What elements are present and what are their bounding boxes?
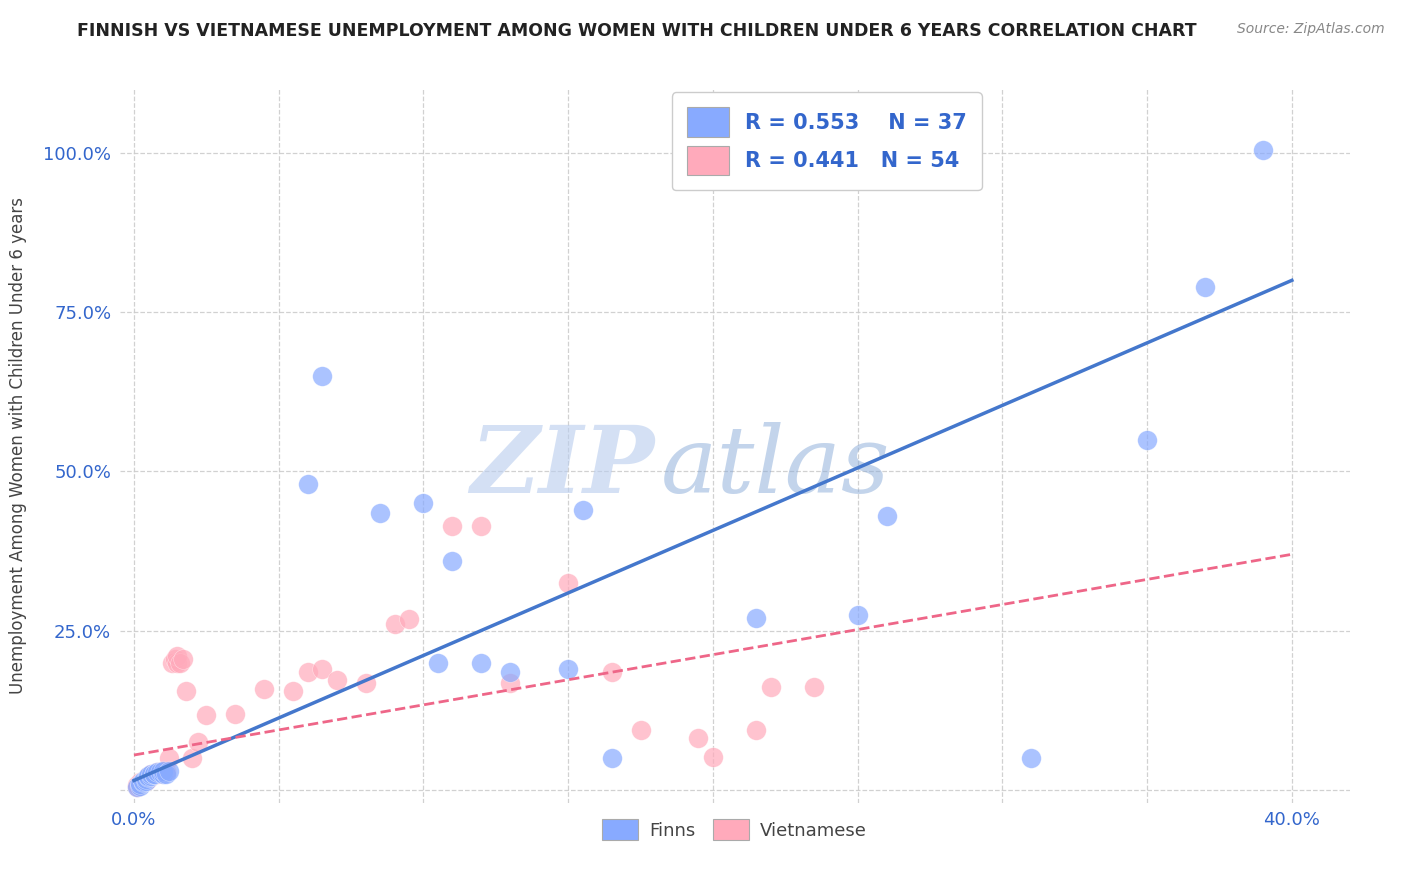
Point (470, 656, 492, 670)
Point (131, 775, 153, 789)
Text: Source: ZipAtlas.com: Source: ZipAtlas.com (1237, 22, 1385, 37)
Point (745, 723, 768, 737)
Point (160, 656, 183, 670)
Point (600, 751, 623, 765)
Point (143, 767, 166, 781)
Point (138, 769, 160, 783)
Point (1021, 751, 1043, 765)
Point (180, 751, 202, 765)
Point (125, 780, 148, 794)
Legend: Finns, Vietnamese: Finns, Vietnamese (595, 812, 875, 847)
Point (152, 764, 174, 778)
Point (1136, 433, 1159, 447)
Point (297, 477, 319, 491)
Point (138, 770, 160, 784)
Point (571, 502, 593, 516)
Point (398, 612, 420, 626)
Point (283, 684, 305, 698)
Point (141, 769, 163, 783)
Point (169, 656, 191, 670)
Point (155, 764, 177, 778)
Point (876, 509, 898, 524)
Point (368, 506, 391, 520)
Point (138, 772, 160, 786)
Point (141, 769, 163, 783)
Point (172, 652, 194, 666)
Point (557, 576, 579, 591)
Point (1251, 143, 1274, 157)
Point (152, 764, 174, 778)
Text: atlas: atlas (661, 423, 890, 512)
Point (128, 779, 150, 793)
Point (135, 773, 157, 788)
Point (143, 767, 166, 781)
Point (143, 767, 166, 781)
Point (146, 765, 169, 780)
Point (166, 656, 188, 670)
Point (135, 772, 157, 786)
Point (131, 775, 153, 789)
Text: ZIP: ZIP (471, 423, 655, 512)
Point (143, 767, 166, 781)
Point (131, 773, 153, 788)
Point (157, 764, 180, 778)
Point (146, 767, 169, 781)
Point (125, 780, 148, 794)
Point (141, 767, 163, 781)
Point (441, 518, 464, 533)
Point (155, 767, 177, 781)
Point (412, 496, 434, 510)
Point (138, 769, 160, 783)
Point (354, 676, 377, 690)
Point (297, 665, 319, 680)
Point (384, 617, 406, 632)
Point (187, 735, 209, 749)
Point (470, 518, 492, 533)
Point (128, 777, 150, 791)
Point (125, 778, 148, 792)
Point (688, 731, 710, 745)
Point (163, 652, 186, 666)
Point (224, 706, 246, 721)
Point (499, 665, 522, 680)
Point (253, 682, 276, 697)
Y-axis label: Unemployment Among Women with Children Under 6 years: Unemployment Among Women with Children U… (8, 197, 27, 695)
Point (138, 770, 160, 784)
Point (499, 676, 522, 690)
Point (135, 772, 157, 786)
Point (803, 680, 825, 694)
Point (1194, 279, 1216, 293)
Point (630, 723, 652, 737)
Point (426, 656, 449, 670)
Point (759, 680, 782, 694)
Point (149, 765, 172, 780)
Point (135, 773, 157, 788)
Point (174, 684, 197, 698)
Point (146, 765, 169, 780)
Point (131, 773, 153, 788)
Point (166, 649, 188, 664)
Point (846, 607, 869, 622)
Point (325, 673, 347, 688)
Point (702, 750, 724, 764)
Point (311, 662, 333, 676)
Point (311, 368, 333, 383)
Point (128, 775, 150, 789)
Point (128, 777, 150, 791)
Point (149, 765, 172, 780)
Point (600, 665, 623, 680)
Point (557, 662, 579, 676)
Text: FINNISH VS VIETNAMESE UNEMPLOYMENT AMONG WOMEN WITH CHILDREN UNDER 6 YEARS CORRE: FINNISH VS VIETNAMESE UNEMPLOYMENT AMONG… (77, 22, 1197, 40)
Point (141, 767, 163, 781)
Point (745, 611, 768, 625)
Point (157, 751, 180, 765)
Point (152, 767, 174, 781)
Point (152, 764, 174, 778)
Point (149, 765, 172, 780)
Point (441, 554, 464, 568)
Point (195, 707, 218, 722)
